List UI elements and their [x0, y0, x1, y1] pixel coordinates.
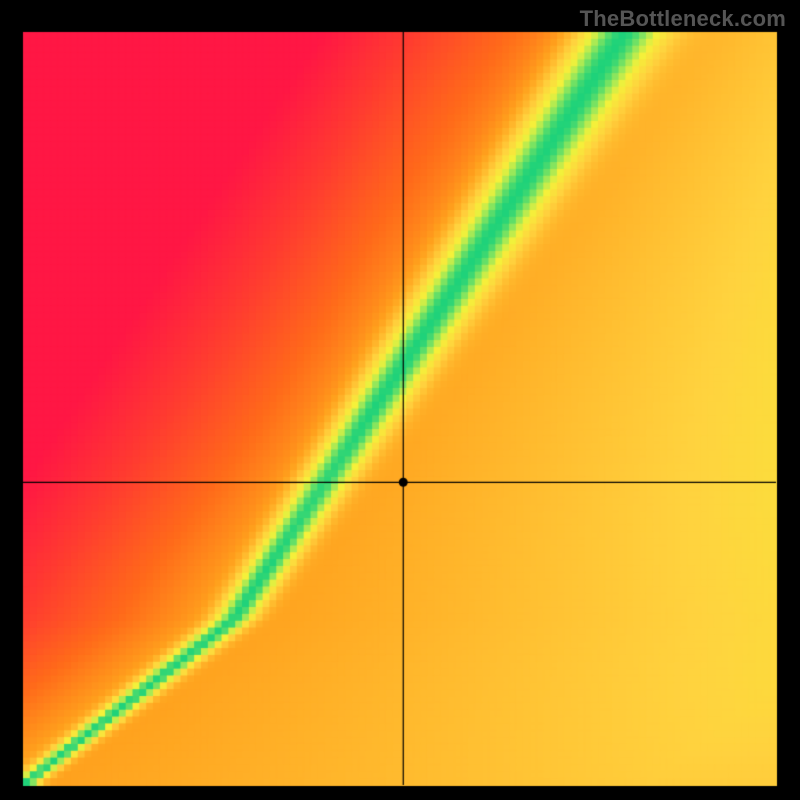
- watermark-text: TheBottleneck.com: [580, 6, 786, 32]
- heatmap-canvas: [0, 0, 800, 800]
- chart-container: TheBottleneck.com: [0, 0, 800, 800]
